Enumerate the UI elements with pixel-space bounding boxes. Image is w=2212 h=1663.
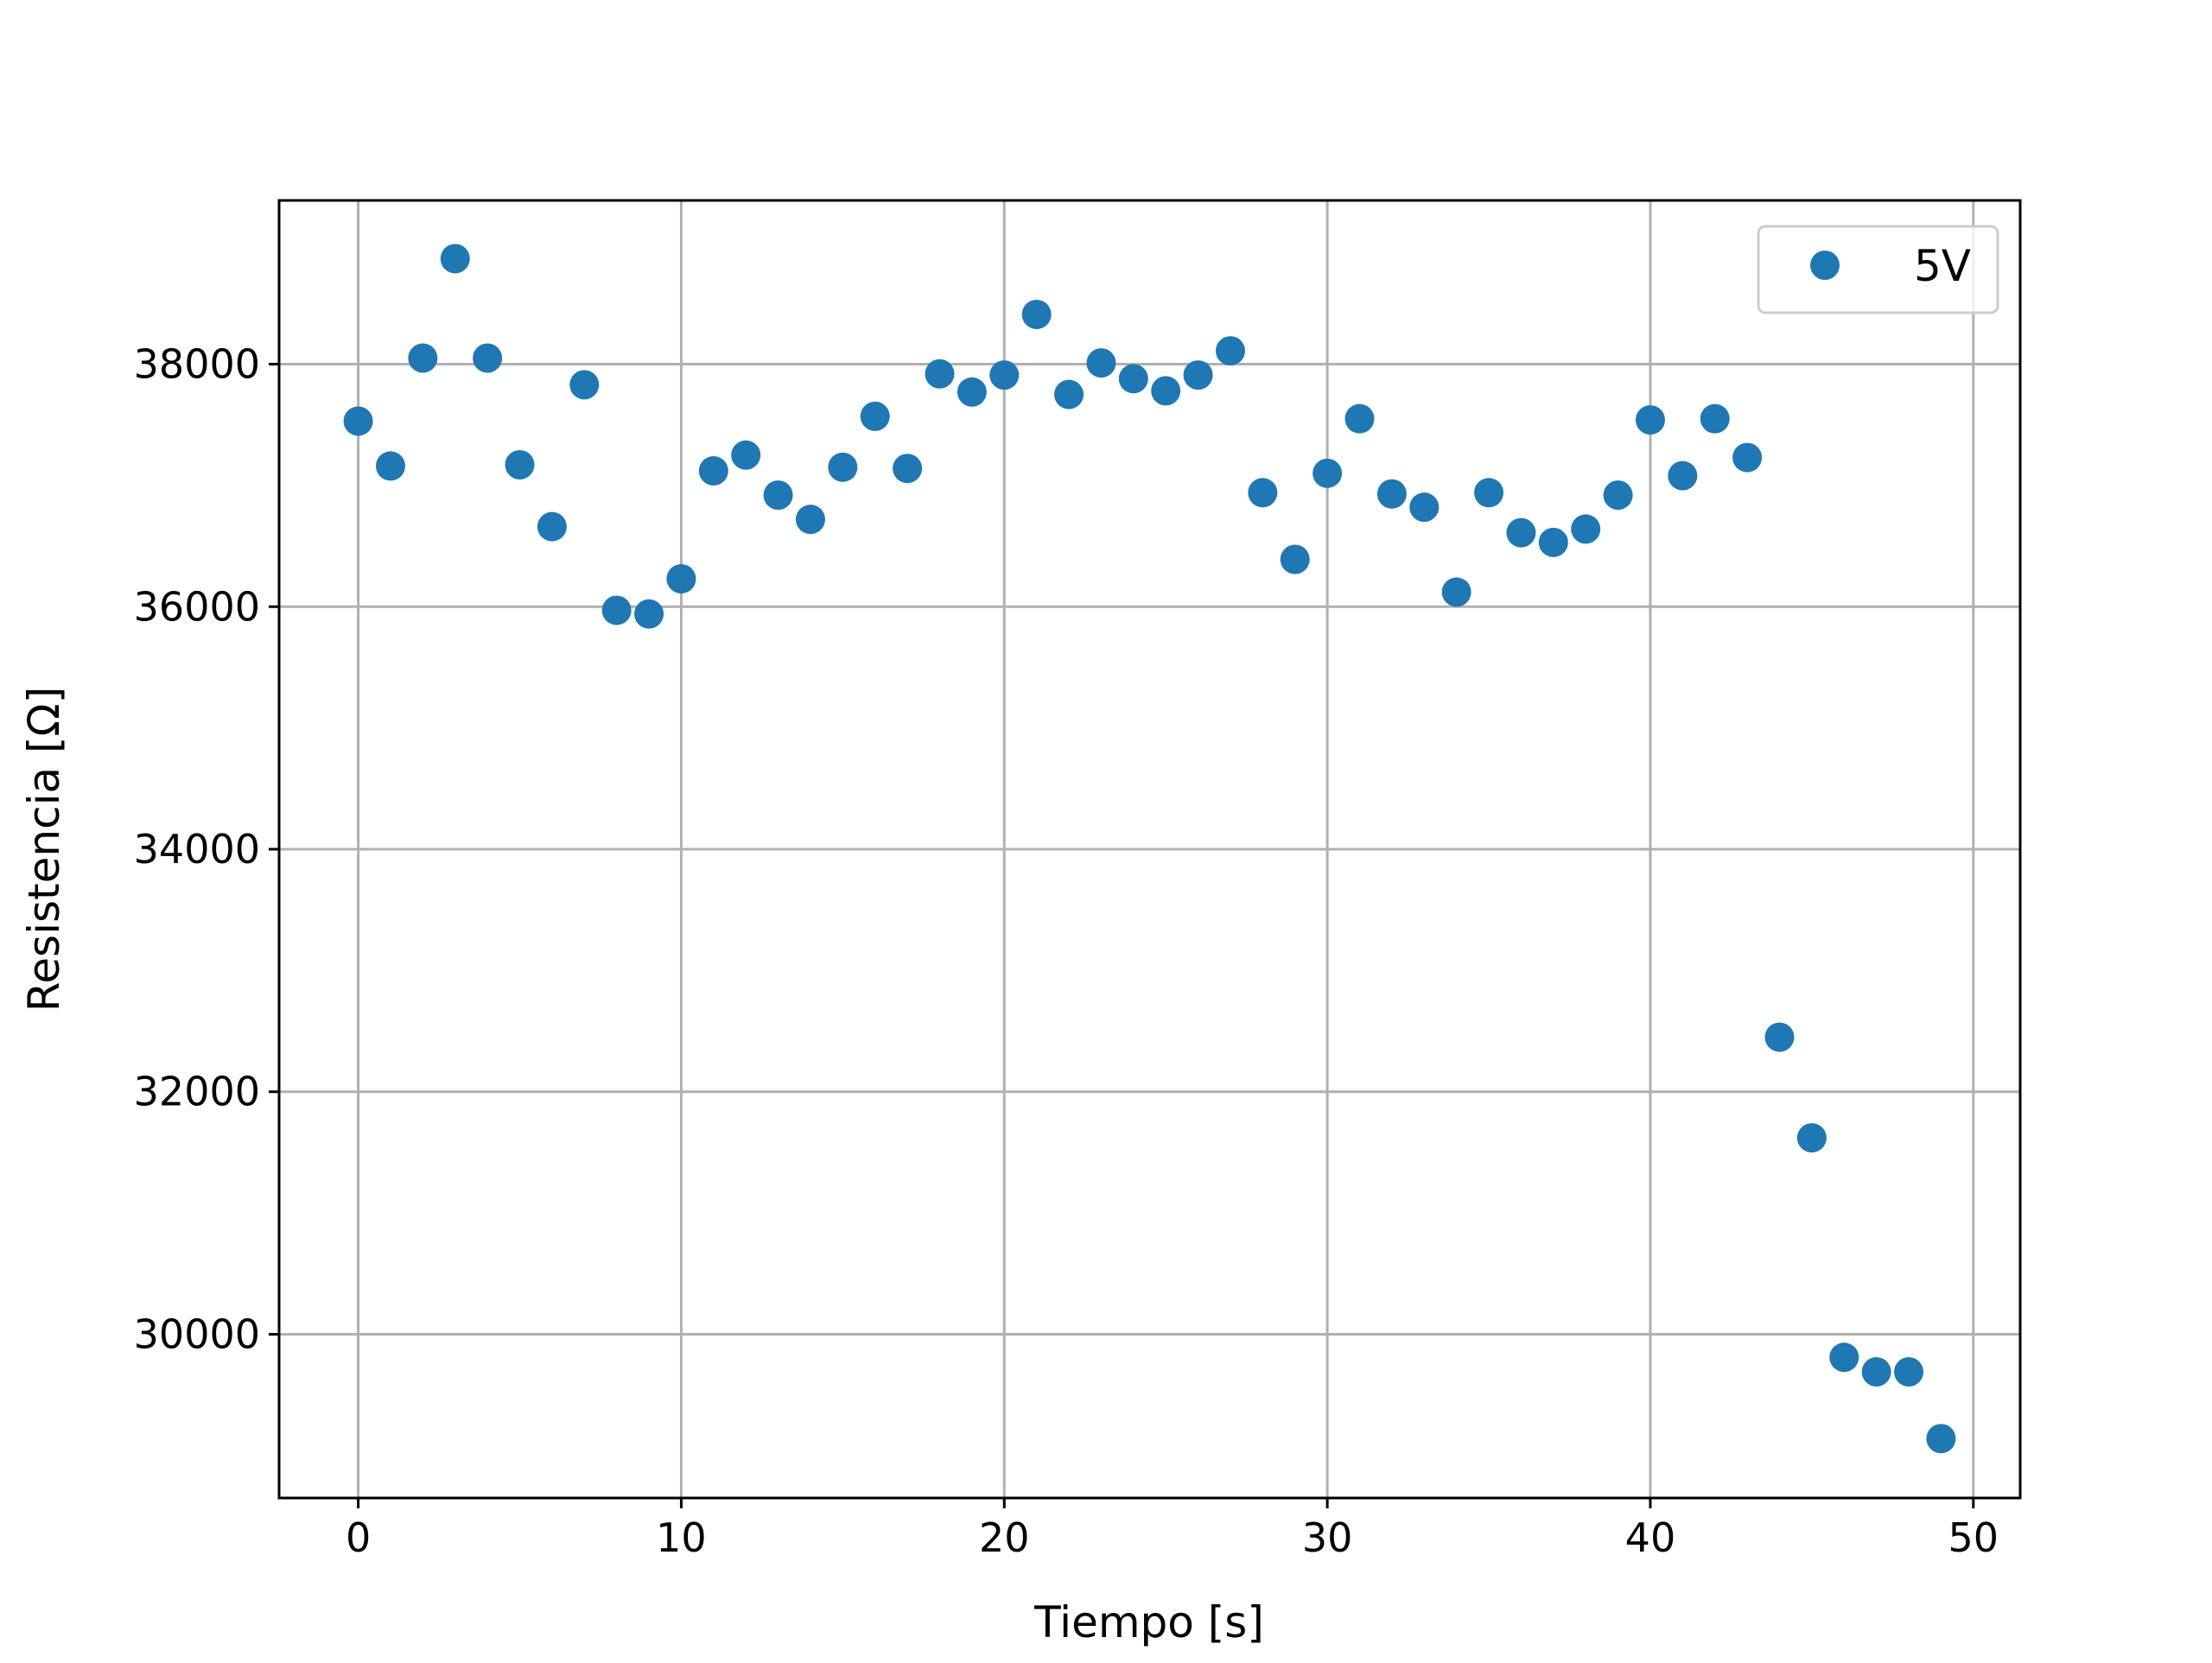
data-point <box>957 377 987 407</box>
data-point <box>1506 517 1536 548</box>
data-point <box>634 599 664 629</box>
data-point <box>1215 336 1245 366</box>
legend: 5V <box>1757 225 1999 314</box>
y-tick-label: 38000 <box>134 341 260 388</box>
data-point <box>828 452 858 482</box>
legend-frame <box>1757 225 1999 314</box>
data-point <box>1344 403 1375 434</box>
data-point <box>440 244 470 274</box>
x-tick-label: 30 <box>1302 1514 1353 1561</box>
data-point <box>698 456 728 486</box>
data-point <box>763 480 793 511</box>
data-point <box>1635 405 1665 435</box>
data-point <box>1313 458 1343 488</box>
y-tick-label: 36000 <box>134 583 260 630</box>
data-point <box>1538 527 1568 557</box>
data-point <box>1248 478 1278 508</box>
data-point <box>795 505 825 535</box>
grid-lines <box>279 200 2020 1498</box>
data-point <box>505 450 535 480</box>
data-point <box>666 563 696 593</box>
data-point <box>989 360 1020 390</box>
x-tick-label: 0 <box>346 1514 371 1561</box>
data-point <box>1764 1022 1795 1052</box>
data-point <box>1861 1357 1891 1387</box>
data-point <box>893 454 923 484</box>
data-point <box>1796 1123 1827 1153</box>
y-axis-label: Resistencia [Ω] <box>19 687 69 1012</box>
data-points <box>343 244 1956 1454</box>
data-point <box>408 343 438 373</box>
data-point <box>1700 403 1730 434</box>
data-point <box>925 359 955 389</box>
data-point <box>1571 514 1601 544</box>
x-tick-label: 10 <box>656 1514 707 1561</box>
data-point <box>569 370 600 400</box>
y-tick-label: 32000 <box>134 1069 260 1115</box>
legend-label: 5V <box>1914 241 1971 291</box>
data-point <box>1603 480 1633 511</box>
data-point <box>375 451 405 481</box>
data-point <box>1409 492 1440 523</box>
data-point <box>1732 442 1763 473</box>
y-tick-label: 34000 <box>134 826 260 873</box>
x-tick-label: 50 <box>1948 1514 1999 1561</box>
data-point <box>1054 379 1084 409</box>
data-point <box>1183 360 1213 390</box>
data-point <box>1151 376 1181 406</box>
y-tick-label: 30000 <box>134 1311 260 1357</box>
data-point <box>1829 1342 1859 1373</box>
data-point <box>1118 364 1148 394</box>
legend-marker <box>1810 251 1840 280</box>
data-point <box>860 401 890 431</box>
x-tick-label: 20 <box>979 1514 1030 1561</box>
data-point <box>601 595 632 625</box>
axis-ticks: 0 10 20 30 40 50 30000 32000 34000 36000 38000 <box>134 341 1999 1561</box>
data-point <box>473 343 503 373</box>
data-point <box>1086 348 1116 378</box>
data-point <box>343 406 373 436</box>
x-axis-label: Tiempo [s] <box>1033 1597 1264 1647</box>
data-point <box>731 440 761 470</box>
data-point <box>1668 460 1698 491</box>
data-point <box>1021 299 1052 329</box>
x-tick-label: 40 <box>1625 1514 1676 1561</box>
data-point <box>537 511 567 542</box>
data-point <box>1894 1357 1924 1387</box>
data-point <box>1280 544 1310 574</box>
data-point <box>1376 479 1407 509</box>
data-point <box>1474 478 1504 508</box>
data-point <box>1441 577 1471 607</box>
data-point <box>1926 1424 1956 1454</box>
